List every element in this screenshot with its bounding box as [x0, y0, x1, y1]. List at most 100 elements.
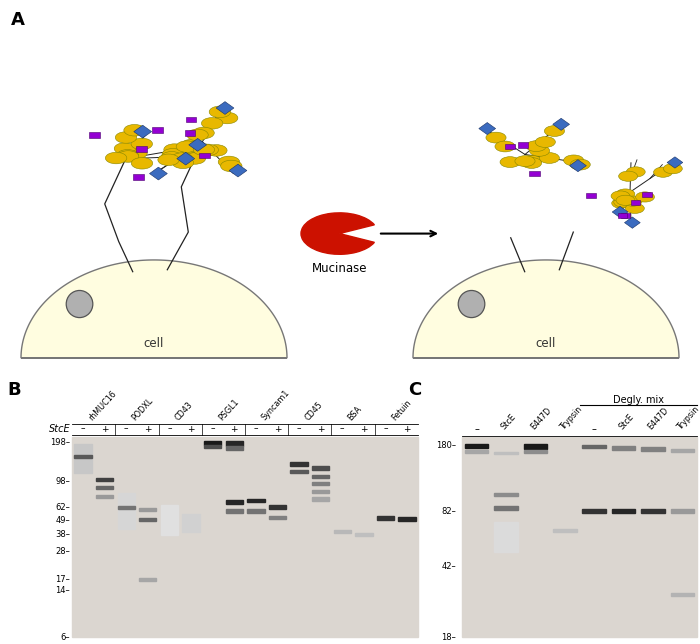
Bar: [524, 444, 547, 449]
Circle shape: [216, 112, 238, 124]
Text: –: –: [124, 424, 129, 433]
Bar: [671, 509, 694, 513]
Bar: [612, 509, 636, 513]
Text: 82–: 82–: [441, 507, 456, 516]
Circle shape: [515, 156, 535, 167]
Text: 42–: 42–: [441, 562, 456, 571]
Text: 6–: 6–: [60, 633, 70, 642]
Bar: [96, 495, 113, 498]
Circle shape: [158, 154, 179, 166]
Text: 198–: 198–: [50, 438, 70, 447]
Circle shape: [625, 204, 644, 213]
Circle shape: [564, 155, 584, 166]
Circle shape: [636, 192, 654, 202]
Circle shape: [187, 129, 208, 140]
Text: StcE: StcE: [617, 412, 636, 431]
Bar: [553, 529, 577, 532]
Polygon shape: [667, 157, 682, 168]
Circle shape: [184, 141, 206, 153]
Bar: [290, 470, 308, 473]
Polygon shape: [553, 118, 570, 130]
Bar: [529, 171, 540, 176]
Circle shape: [500, 156, 520, 167]
Text: 98–: 98–: [55, 477, 70, 486]
Text: –: –: [167, 424, 172, 433]
Bar: [139, 578, 157, 581]
Text: 49–: 49–: [55, 516, 70, 525]
Text: E447D: E447D: [646, 406, 671, 431]
Bar: [631, 200, 640, 205]
Text: +: +: [317, 424, 324, 433]
Bar: [494, 493, 518, 496]
Bar: [269, 506, 286, 509]
Bar: [641, 447, 665, 451]
Text: B: B: [8, 381, 21, 399]
Bar: [671, 449, 694, 452]
Circle shape: [126, 147, 147, 159]
Bar: [356, 533, 372, 536]
Polygon shape: [479, 122, 496, 135]
Polygon shape: [612, 206, 628, 218]
Bar: [312, 490, 329, 493]
Polygon shape: [177, 152, 195, 165]
Circle shape: [116, 132, 136, 143]
Bar: [494, 522, 518, 553]
Circle shape: [623, 196, 642, 206]
Bar: [518, 142, 528, 147]
Text: C: C: [408, 381, 421, 399]
Bar: [312, 482, 329, 485]
Circle shape: [570, 159, 590, 170]
Circle shape: [545, 126, 564, 137]
Text: BSA: BSA: [346, 404, 364, 422]
Bar: [183, 514, 200, 532]
Polygon shape: [413, 260, 679, 358]
Circle shape: [664, 164, 682, 174]
Text: 14–: 14–: [55, 585, 70, 594]
Bar: [74, 444, 92, 473]
Circle shape: [193, 127, 214, 138]
Circle shape: [526, 140, 546, 151]
Bar: [185, 130, 195, 136]
Circle shape: [611, 191, 630, 201]
Text: –: –: [253, 424, 258, 433]
Text: –: –: [475, 424, 479, 434]
Circle shape: [654, 167, 673, 177]
Bar: [204, 445, 221, 448]
Circle shape: [486, 132, 506, 143]
Polygon shape: [624, 217, 640, 228]
Bar: [152, 127, 162, 133]
Text: –: –: [592, 424, 596, 434]
Bar: [161, 505, 178, 535]
Text: A: A: [10, 12, 25, 30]
Bar: [465, 444, 489, 448]
Circle shape: [202, 118, 223, 129]
Bar: [312, 466, 329, 470]
Text: Degly. mix: Degly. mix: [612, 395, 664, 405]
Bar: [225, 446, 243, 450]
Ellipse shape: [458, 290, 485, 317]
Bar: [118, 506, 135, 509]
Bar: [96, 486, 113, 489]
Bar: [72, 437, 418, 638]
Bar: [225, 509, 243, 513]
Text: –: –: [297, 424, 301, 433]
Circle shape: [162, 149, 183, 160]
Circle shape: [616, 195, 635, 205]
Bar: [494, 506, 518, 510]
Circle shape: [539, 153, 559, 164]
Circle shape: [495, 141, 515, 152]
Polygon shape: [150, 167, 167, 180]
Ellipse shape: [66, 290, 93, 317]
Bar: [290, 462, 308, 466]
Circle shape: [186, 146, 207, 158]
Circle shape: [117, 149, 139, 161]
Text: –: –: [80, 424, 85, 433]
Text: Trypsin: Trypsin: [676, 404, 700, 431]
Bar: [462, 437, 697, 638]
Circle shape: [193, 144, 215, 155]
Bar: [582, 509, 606, 513]
Text: +: +: [144, 424, 152, 433]
Circle shape: [612, 198, 631, 208]
Text: 28–: 28–: [55, 547, 70, 556]
Circle shape: [164, 144, 186, 155]
